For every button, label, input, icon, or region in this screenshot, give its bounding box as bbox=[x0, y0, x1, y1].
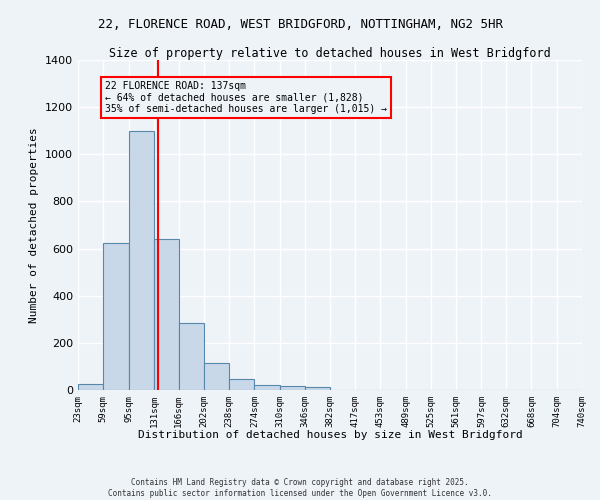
Bar bbox=[305, 387, 331, 390]
Bar bbox=[103, 242, 128, 390]
Text: 22, FLORENCE ROAD, WEST BRIDGFORD, NOTTINGHAM, NG2 5HR: 22, FLORENCE ROAD, WEST BRIDGFORD, NOTTI… bbox=[97, 18, 503, 30]
Bar bbox=[179, 323, 204, 390]
Bar bbox=[254, 385, 280, 390]
Bar bbox=[280, 386, 305, 390]
Text: 22 FLORENCE ROAD: 137sqm
← 64% of detached houses are smaller (1,828)
35% of sem: 22 FLORENCE ROAD: 137sqm ← 64% of detach… bbox=[105, 81, 387, 114]
Bar bbox=[78, 384, 103, 390]
Text: Contains HM Land Registry data © Crown copyright and database right 2025.
Contai: Contains HM Land Registry data © Crown c… bbox=[108, 478, 492, 498]
Bar bbox=[154, 239, 179, 390]
X-axis label: Distribution of detached houses by size in West Bridgford: Distribution of detached houses by size … bbox=[137, 430, 523, 440]
Bar bbox=[128, 130, 154, 390]
Y-axis label: Number of detached properties: Number of detached properties bbox=[29, 127, 40, 323]
Bar bbox=[204, 363, 229, 390]
Title: Size of property relative to detached houses in West Bridgford: Size of property relative to detached ho… bbox=[109, 47, 551, 60]
Bar bbox=[229, 379, 254, 390]
